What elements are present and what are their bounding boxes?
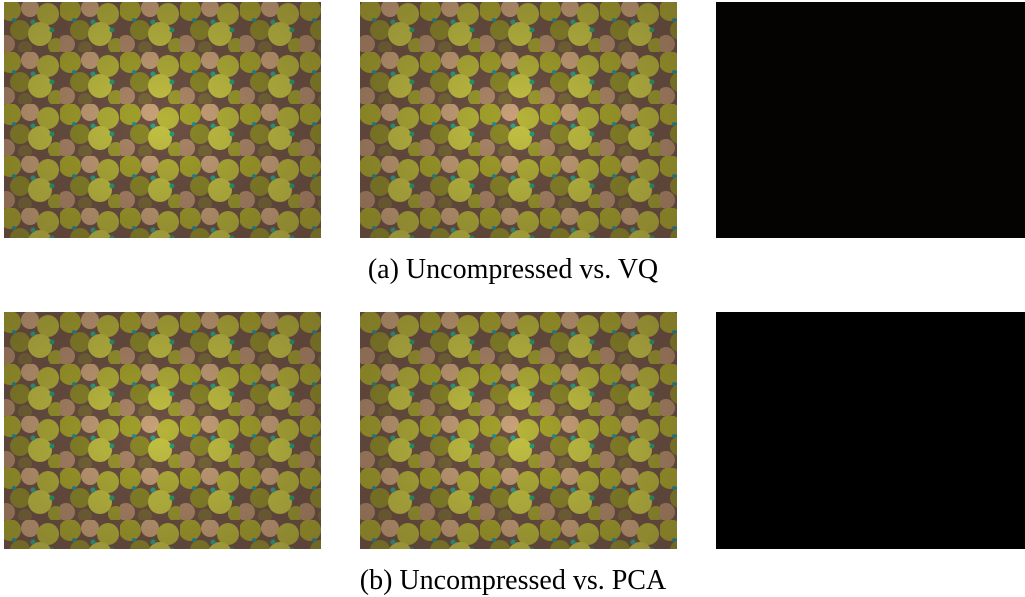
image-shade [4, 2, 321, 238]
page: (a) Uncompressed vs. VQ (b) Uncompressed… [0, 0, 1025, 597]
image-difference [716, 2, 1025, 238]
caption: (b) Uncompressed vs. PCA [360, 565, 667, 596]
image-shade [4, 312, 321, 549]
caption: (a) Uncompressed vs. VQ [368, 254, 658, 285]
figure: (a) Uncompressed vs. VQ (b) Uncompressed… [0, 0, 1025, 597]
image-shade [360, 2, 677, 238]
image-shade [360, 312, 677, 549]
image-difference [716, 312, 1025, 549]
